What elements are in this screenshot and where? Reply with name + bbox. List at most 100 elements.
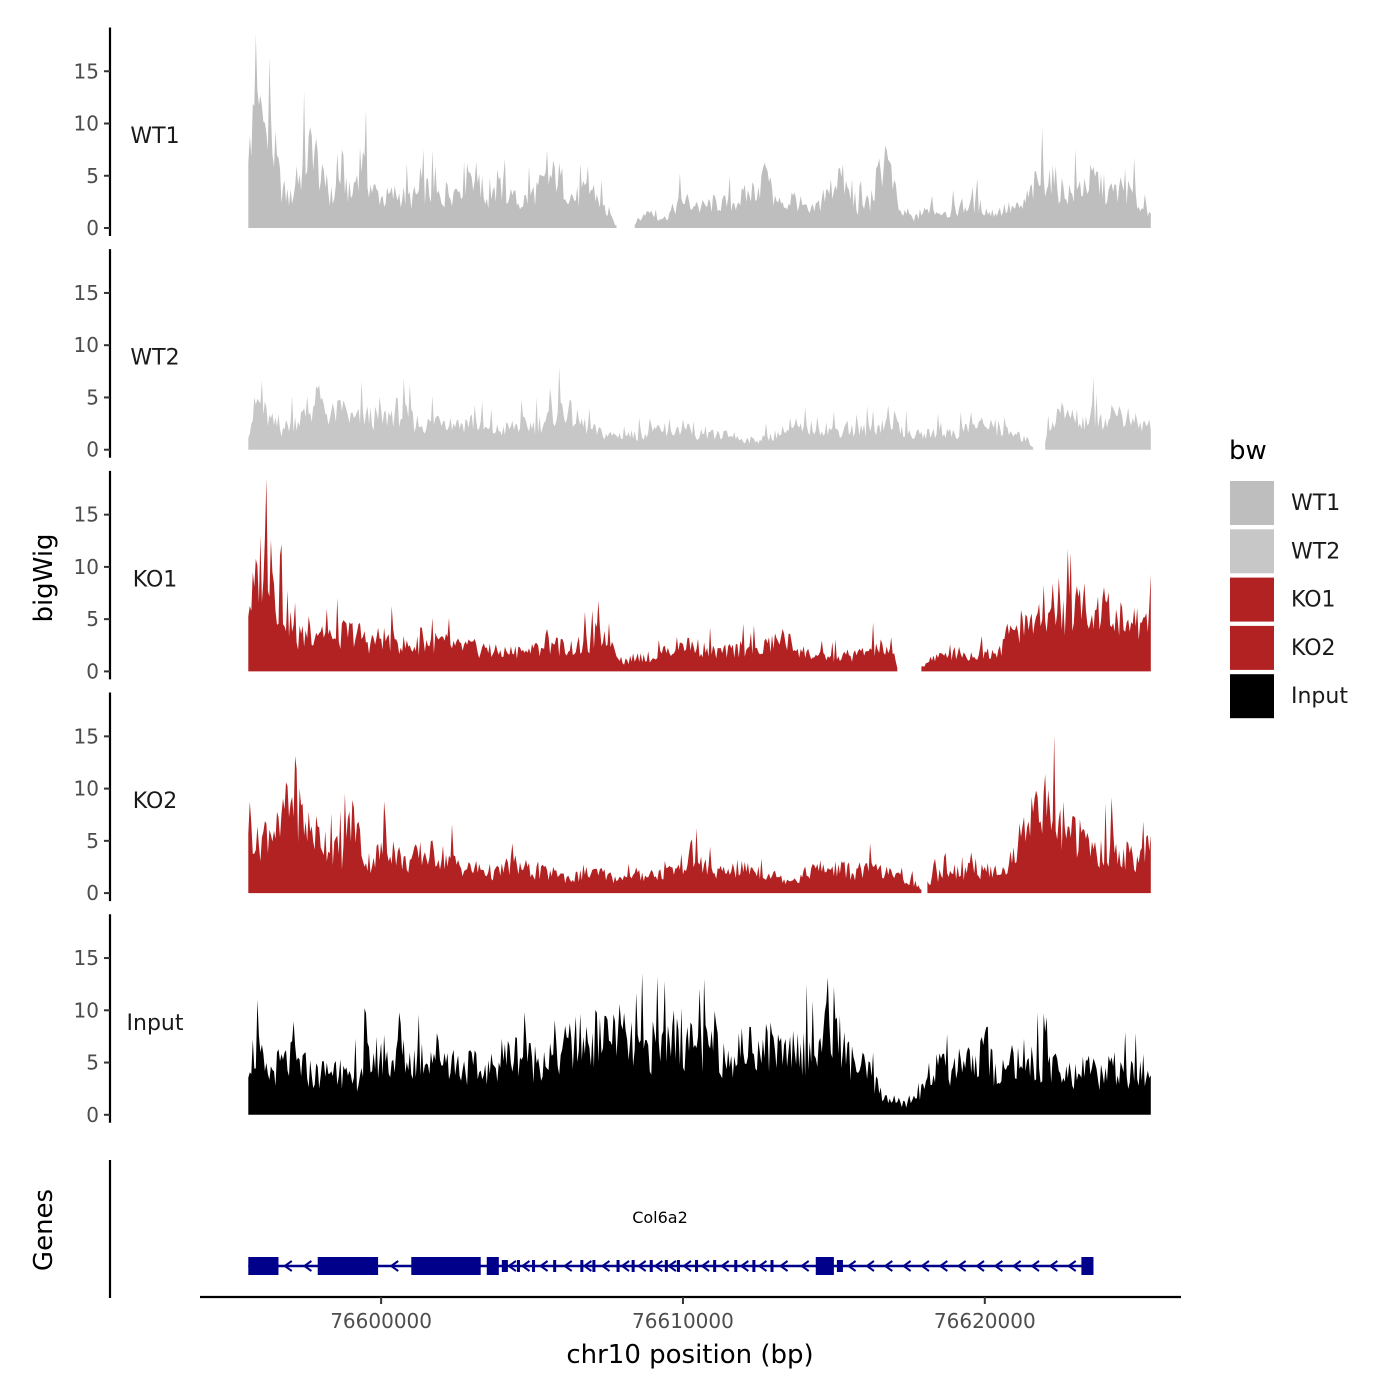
y-tick-label: 0 xyxy=(86,438,99,462)
x-tick-label: 76610000 xyxy=(632,1309,734,1333)
x-axis-title: chr10 position (bp) xyxy=(566,1340,813,1370)
exon xyxy=(532,1260,536,1272)
legend-title: bw xyxy=(1229,436,1267,466)
strand-arrow xyxy=(1048,1260,1058,1272)
y-tick-label: 5 xyxy=(86,164,99,188)
signal-area xyxy=(248,973,1151,1115)
gene-label: Col6a2 xyxy=(632,1208,688,1227)
exon xyxy=(516,1260,520,1272)
y-axis-title: bigWig xyxy=(29,533,59,622)
strand-arrow xyxy=(993,1260,1003,1272)
legend-label: WT2 xyxy=(1291,539,1340,564)
legend-item-ko2: KO2 xyxy=(1230,625,1336,670)
legend-swatch xyxy=(1230,529,1274,574)
exon xyxy=(713,1260,717,1272)
track-label: Input xyxy=(127,1011,184,1036)
exon xyxy=(631,1260,635,1272)
strand-arrow xyxy=(739,1260,749,1272)
strand-arrow xyxy=(757,1260,768,1272)
legend-swatch xyxy=(1230,481,1274,525)
legend: bw WT1 WT2 KO1 KO2 Input xyxy=(1229,436,1348,719)
legend-swatch xyxy=(1230,674,1274,719)
tracks-layer: 0 5 10 15 WT1 0 5 10 15 WT2 0 5 10 15 KO1 0 5 10 15 KO2 0 5 10… xyxy=(74,27,1151,1127)
strand-arrow xyxy=(920,1260,930,1272)
exon xyxy=(815,1257,834,1275)
track-label: WT2 xyxy=(130,346,179,371)
strand-arrow xyxy=(901,1260,912,1272)
y-tick-label: 5 xyxy=(86,385,99,409)
signal-area xyxy=(634,127,1151,228)
y-tick-label: 0 xyxy=(86,881,99,905)
exon xyxy=(695,1260,699,1272)
strand-arrow xyxy=(975,1260,985,1272)
track-label: KO1 xyxy=(133,567,178,592)
strand-arrow xyxy=(302,1260,312,1272)
y-tick-label: 15 xyxy=(74,281,99,305)
x-tick-label: 76620000 xyxy=(934,1309,1036,1333)
exon xyxy=(770,1260,774,1272)
exon xyxy=(616,1260,620,1272)
strand-arrow xyxy=(538,1260,549,1272)
strand-arrow xyxy=(700,1260,710,1272)
exon xyxy=(649,1260,653,1272)
y-tick-label: 10 xyxy=(74,555,99,579)
track-ko1: 0 5 10 15 KO1 xyxy=(74,470,1151,683)
exon xyxy=(836,1260,843,1272)
legend-item-ko1: KO1 xyxy=(1230,577,1336,622)
y-tick-label: 10 xyxy=(74,777,99,801)
strand-arrow xyxy=(582,1260,592,1272)
legend-swatch xyxy=(1230,625,1274,670)
strand-arrow xyxy=(938,1260,948,1272)
exon xyxy=(664,1260,668,1272)
strand-arrow xyxy=(653,1260,663,1272)
strand-arrow xyxy=(620,1260,630,1272)
legend-swatch xyxy=(1230,577,1274,622)
signal-area xyxy=(248,34,617,229)
strand-arrow xyxy=(865,1260,875,1272)
y-tick-label: 0 xyxy=(86,1103,99,1127)
y-tick-label: 15 xyxy=(74,59,99,83)
exon xyxy=(676,1260,680,1272)
signal-area xyxy=(248,478,898,672)
genes-panel: Genes Col6a2 xyxy=(29,1160,1094,1298)
track-label: WT1 xyxy=(130,124,179,149)
strand-arrow xyxy=(719,1260,730,1272)
exon xyxy=(580,1260,584,1272)
exon xyxy=(1081,1257,1094,1275)
exon xyxy=(752,1260,756,1272)
strand-arrow xyxy=(956,1260,967,1272)
strand-arrow xyxy=(1011,1260,1022,1272)
legend-label: KO2 xyxy=(1291,636,1336,661)
track-wt2: 0 5 10 15 WT2 xyxy=(74,249,1151,462)
legend-item-input: Input xyxy=(1230,674,1348,719)
legend-item-wt2: WT2 xyxy=(1230,529,1340,574)
strand-arrow xyxy=(846,1260,857,1272)
exon xyxy=(248,1257,279,1275)
strand-arrow xyxy=(600,1260,611,1272)
signal-area xyxy=(248,367,1034,450)
y-tick-label: 10 xyxy=(74,112,99,136)
strand-arrow xyxy=(682,1260,692,1272)
exon xyxy=(553,1260,557,1272)
y-tick-label: 0 xyxy=(86,216,99,240)
track-input: 0 5 10 15 Input xyxy=(74,914,1151,1127)
strand-arrow xyxy=(636,1260,647,1272)
signal-area xyxy=(248,756,922,894)
legend-item-wt1: WT1 xyxy=(1230,481,1340,525)
strand-arrow xyxy=(389,1260,399,1272)
y-tick-label: 5 xyxy=(86,1051,99,1075)
legend-label: KO1 xyxy=(1291,588,1336,613)
strand-arrow xyxy=(1066,1260,1077,1272)
strand-arrow xyxy=(667,1260,677,1272)
exon xyxy=(734,1260,738,1272)
y-tick-label: 5 xyxy=(86,607,99,631)
legend-label: Input xyxy=(1291,684,1348,709)
signal-area xyxy=(1045,377,1151,450)
exon xyxy=(317,1257,379,1275)
y-tick-label: 0 xyxy=(86,659,99,683)
y-tick-label: 15 xyxy=(74,946,99,970)
strand-arrow xyxy=(520,1260,531,1272)
y-tick-label: 15 xyxy=(74,724,99,748)
strand-arrow xyxy=(778,1260,789,1272)
